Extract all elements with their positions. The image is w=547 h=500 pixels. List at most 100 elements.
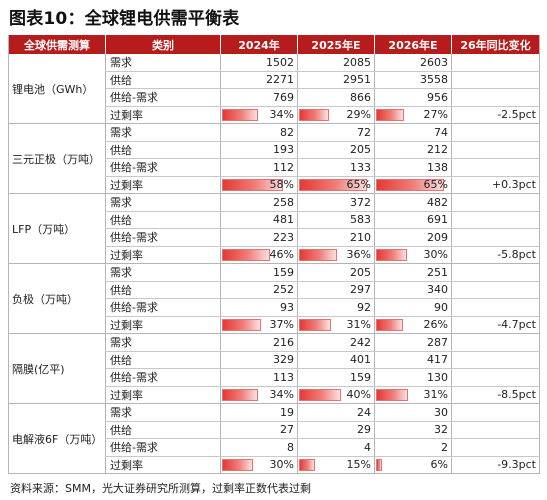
overcapacity-bar (222, 178, 283, 191)
value-cell: 24 (297, 403, 375, 422)
overcapacity-rate-value: 46% (269, 248, 294, 262)
yoy-change-empty-cell (451, 281, 540, 299)
value-cell: 130 (374, 368, 452, 387)
value-cell: 251 (374, 263, 452, 282)
value-cell: 2085 (297, 54, 375, 72)
overcapacity-rate-value: 37% (269, 318, 294, 332)
yoy-change-empty-cell (451, 141, 540, 159)
value-cell: 216 (220, 333, 298, 352)
overcapacity-rate-cell: 30% (374, 246, 452, 264)
value-cell: 205 (297, 263, 375, 282)
table-row: 供给-需求 8 4 2 (9, 438, 540, 457)
value-cell: 193 (220, 141, 298, 159)
value-cell: 210 (297, 228, 375, 247)
overcapacity-bar (376, 388, 409, 401)
yoy-change-empty-cell (451, 263, 540, 282)
yoy-change-empty-cell (451, 351, 540, 369)
value-cell: 90 (374, 298, 452, 317)
table-row: 供给-需求 112 133 138 (9, 158, 540, 177)
value-cell: 372 (297, 193, 375, 212)
row-label: 供给 (105, 351, 221, 369)
overcapacity-rate-value: 6% (430, 458, 448, 472)
overcapacity-rate-value: 65% (423, 178, 448, 192)
overcapacity-rate-cell: 34% (220, 106, 298, 124)
yoy-change-empty-cell (451, 211, 540, 229)
table-row: LFP（万吨） 需求 258 372 482 (8, 193, 540, 264)
yoy-change-cell: -2.5pct (451, 106, 540, 124)
value-cell: 287 (374, 333, 452, 352)
table-row: 供给-需求 769 866 956 (9, 88, 540, 107)
row-label: 供给-需求 (105, 368, 221, 387)
table-row: 供给-需求 113 159 130 (9, 368, 540, 387)
value-cell: 138 (374, 158, 452, 177)
value-cell: 401 (297, 351, 375, 369)
yoy-change-empty-cell (451, 88, 540, 107)
table-row: 供给 329 401 417 (9, 351, 540, 369)
value-cell: 866 (297, 88, 375, 107)
overcapacity-rate-cell: 65% (297, 176, 375, 194)
overcapacity-bar (299, 388, 341, 401)
overcapacity-bar (299, 108, 330, 121)
value-cell: 2603 (374, 54, 452, 72)
table-row: 过剩率 37% 31% 26% -4.7pct (9, 316, 540, 334)
yoy-change-empty-cell (451, 228, 540, 247)
table-row: 电解液6F（万吨） 需求 19 24 30 (8, 403, 540, 474)
yoy-change-empty-cell (451, 54, 540, 72)
overcapacity-bar (222, 388, 258, 401)
table-row: 供给 481 583 691 (9, 211, 540, 229)
value-cell: 2951 (297, 71, 375, 89)
overcapacity-rate-value: 30% (423, 248, 448, 262)
overcapacity-rate-cell: 6% (374, 456, 452, 474)
value-cell: 769 (220, 88, 298, 107)
row-label: 供给-需求 (105, 438, 221, 457)
value-cell: 112 (220, 158, 298, 177)
table-row: 过剩率 34% 29% 27% -2.5pct (9, 106, 540, 124)
header-cell: 类别 (105, 35, 221, 54)
overcapacity-rate-value: 15% (346, 458, 371, 472)
row-label: 需求 (105, 193, 221, 212)
overcapacity-bar (376, 318, 404, 331)
yoy-change-empty-cell (451, 298, 540, 317)
row-label: 过剩率 (105, 456, 221, 474)
figure-title: 图表10：全球锂电供需平衡表 (9, 9, 240, 29)
header-cell: 2026年E (374, 35, 452, 54)
overcapacity-bar (299, 248, 337, 261)
overcapacity-rate-cell: 30% (220, 456, 298, 474)
overcapacity-bar (376, 178, 444, 191)
value-cell: 956 (374, 88, 452, 107)
table-header-row: 全球供需测算 类别 2024年 2025年E 2026年E 26年同比变化 (8, 35, 540, 54)
row-label: 供给 (105, 281, 221, 299)
row-label: 过剩率 (105, 386, 221, 404)
yoy-change-empty-cell (451, 403, 540, 422)
value-cell: 159 (297, 368, 375, 387)
row-label: 供给-需求 (105, 88, 221, 107)
value-cell: 159 (220, 263, 298, 282)
table-row: 供给 27 29 32 (9, 421, 540, 439)
yoy-change-cell: -4.7pct (451, 316, 540, 334)
value-cell: 340 (374, 281, 452, 299)
value-cell: 482 (374, 193, 452, 212)
row-label: 需求 (105, 263, 221, 282)
row-label: 供给 (105, 211, 221, 229)
overcapacity-rate-cell: 37% (220, 316, 298, 334)
overcapacity-rate-value: 34% (269, 388, 294, 402)
yoy-change-empty-cell (451, 421, 540, 439)
overcapacity-bar (376, 458, 383, 471)
overcapacity-rate-cell: 31% (374, 386, 452, 404)
value-cell: 74 (374, 123, 452, 142)
row-label: 供给 (105, 421, 221, 439)
overcapacity-bar (376, 108, 405, 121)
row-label: 供给-需求 (105, 228, 221, 247)
yoy-change-empty-cell (451, 368, 540, 387)
row-label: 需求 (105, 403, 221, 422)
value-cell: 297 (297, 281, 375, 299)
value-cell: 205 (297, 141, 375, 159)
table-row: 三元正极（万吨） 需求 82 72 74 (8, 123, 540, 194)
value-cell: 212 (374, 141, 452, 159)
table-row: 隔膜(亿平) 需求 216 242 287 (8, 333, 540, 404)
header-cell: 2025年E (297, 35, 375, 54)
overcapacity-rate-cell: 65% (374, 176, 452, 194)
overcapacity-rate-cell: 15% (297, 456, 375, 474)
value-cell: 329 (220, 351, 298, 369)
overcapacity-rate-value: 31% (423, 388, 448, 402)
